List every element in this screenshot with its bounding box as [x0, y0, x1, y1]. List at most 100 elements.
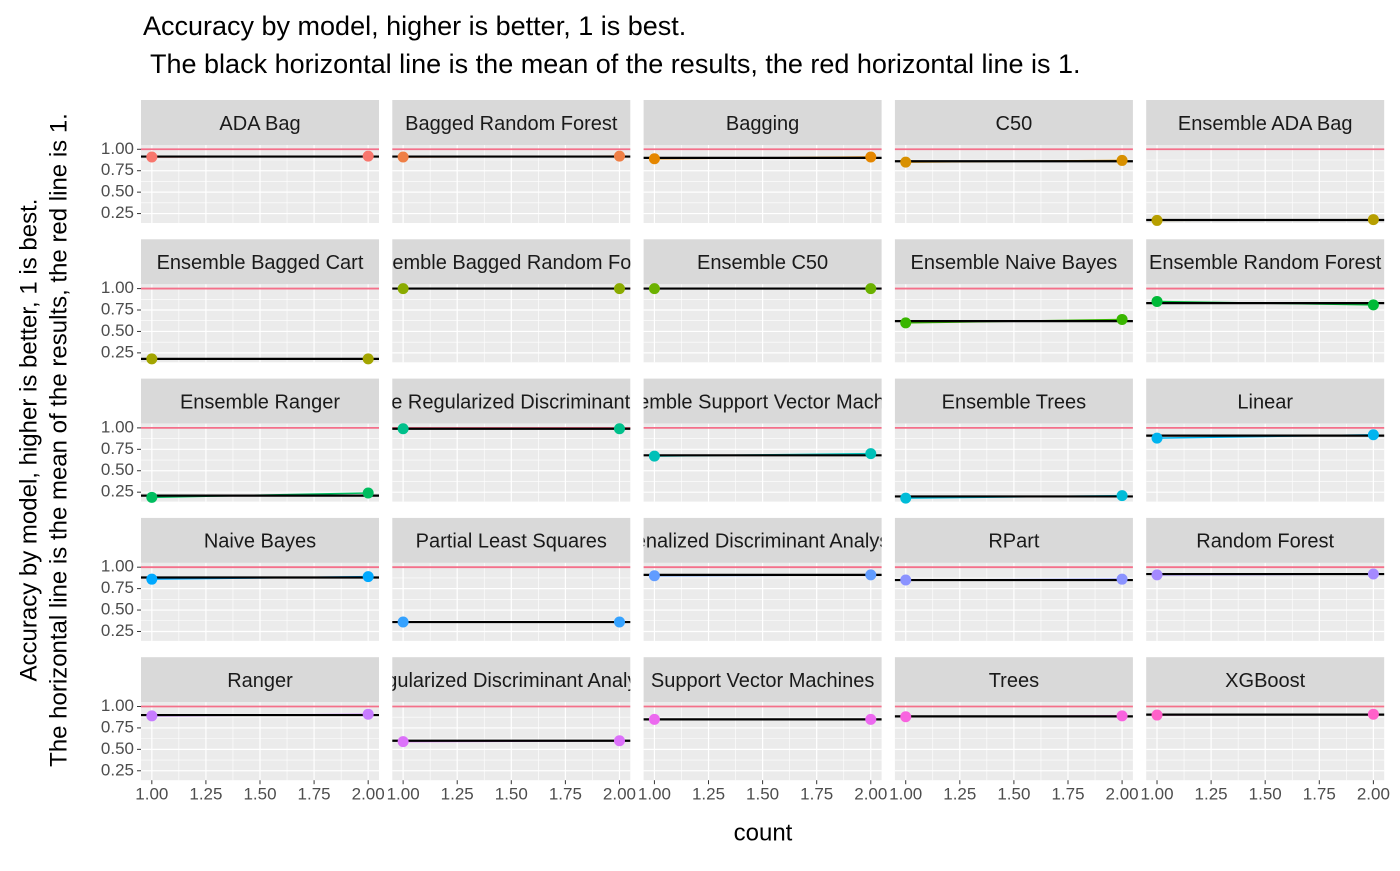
data-point: [900, 156, 912, 168]
y-tick-label: 0.50: [101, 460, 134, 479]
y-tick-label: 0.25: [101, 760, 134, 779]
x-tick-label: 1.00: [135, 785, 168, 804]
x-tick-label: 1.50: [746, 785, 779, 804]
y-tick-label: 1.00: [101, 557, 134, 576]
y-tick-label: 0.75: [101, 578, 134, 597]
x-tick-label: 1.00: [1140, 785, 1173, 804]
panel: Bagging: [643, 100, 882, 223]
y-axis-title: Accuracy by model, higher is better, 1 i…: [15, 199, 42, 682]
data-point: [1151, 709, 1163, 721]
strip-background: [643, 100, 882, 145]
x-tick-label: 1.75: [298, 785, 331, 804]
panel: Ensemble C50: [643, 239, 882, 363]
data-point: [648, 153, 660, 165]
strip-background: [1146, 657, 1385, 703]
data-point: [397, 736, 409, 748]
x-axis-title: count: [734, 819, 793, 846]
data-point: [1116, 710, 1128, 722]
data-point: [865, 151, 877, 163]
panel: Ensemble Trees: [894, 378, 1133, 504]
data-point: [648, 713, 660, 725]
data-point: [865, 283, 877, 295]
data-point: [397, 423, 409, 435]
y-tick-label: 0.25: [101, 621, 134, 640]
strip-background: [894, 517, 1133, 563]
strip-label: Ranger: [227, 670, 293, 692]
y-tick-label: 1.00: [101, 278, 134, 297]
strip-label: Ensemble Support Vector Machines: [604, 391, 922, 413]
strip-background: [1146, 100, 1385, 145]
data-point: [613, 735, 625, 747]
x-tick-label: 1.50: [997, 785, 1030, 804]
strip-label: Bagging: [726, 113, 799, 135]
y-tick-label: 0.50: [101, 600, 134, 619]
panel: Ensemble Regularized Discriminant Analys…: [313, 378, 709, 502]
data-point: [362, 708, 374, 720]
panel: Penalized Discriminant Analysis: [643, 517, 882, 641]
x-tick-label: 1.25: [692, 785, 725, 804]
panel: XGBoost 1.00 1.25 1.50 1.75 2.00: [1140, 657, 1390, 804]
data-point: [397, 151, 409, 163]
x-tick-label: 2.00: [1106, 785, 1139, 804]
strip-background: [643, 239, 882, 285]
panel: C50: [894, 100, 1133, 223]
panel: Ranger 0.25 0.50 0.75 1.00 1.00 1.25 1.50 1.75 2.…: [101, 657, 385, 804]
data-point: [865, 448, 877, 460]
data-point: [865, 569, 877, 581]
x-tick-label: 1.50: [495, 785, 528, 804]
strip-label: Ensemble Regularized Discriminant Analys…: [313, 391, 709, 413]
y-tick-label: 0.25: [101, 482, 134, 501]
y-tick-label: 0.75: [101, 439, 134, 458]
strip-label: Support Vector Machines: [651, 670, 874, 692]
data-point: [900, 317, 912, 329]
data-point: [865, 713, 877, 725]
y-tick-label: 0.75: [101, 299, 134, 318]
data-point: [1116, 313, 1128, 325]
strip-background: [1146, 517, 1385, 563]
data-point: [362, 150, 374, 162]
data-point: [397, 283, 409, 295]
x-tick-label: 1.75: [549, 785, 582, 804]
strip-label: XGBoost: [1225, 670, 1305, 692]
strip-background: [141, 239, 379, 285]
panel: Partial Least Squares: [392, 517, 631, 641]
panel: Ensemble Bagged Cart 0.25 0.50 0.75 1.00: [101, 239, 379, 365]
strip-background: [1146, 378, 1385, 424]
y-tick-label: 1.00: [101, 139, 134, 158]
x-tick-label: 1.75: [800, 785, 833, 804]
data-point: [900, 492, 912, 504]
data-point: [146, 151, 158, 163]
x-tick-label: 2.00: [1357, 785, 1390, 804]
strip-background: [392, 100, 631, 145]
strip-label: Ensemble Bagged Random Forest: [358, 252, 665, 274]
data-point: [613, 616, 625, 628]
data-point: [1367, 214, 1379, 226]
panel: Naive Bayes 0.25 0.50 0.75 1.00: [101, 517, 379, 641]
x-tick-label: 1.75: [1303, 785, 1336, 804]
data-point: [1367, 429, 1379, 441]
strip-label: Ensemble Random Forest: [1149, 252, 1382, 274]
x-tick-label: 1.00: [387, 785, 420, 804]
strip-label: Trees: [989, 670, 1039, 692]
data-point: [1367, 568, 1379, 580]
chart-title: The black horizontal line is the mean of…: [143, 49, 1081, 79]
strip-label: Ensemble Trees: [942, 391, 1087, 413]
strip-background: [643, 378, 882, 424]
y-tick-label: 0.50: [101, 321, 134, 340]
x-tick-label: 1.25: [943, 785, 976, 804]
strip-background: [392, 378, 631, 424]
x-tick-label: 1.25: [441, 785, 474, 804]
strip-label: Regularized Discriminant Analysis: [361, 670, 662, 692]
strip-background: [894, 100, 1133, 145]
strip-label: Ensemble Ranger: [180, 391, 340, 413]
strip-background: [141, 100, 379, 145]
x-tick-label: 2.00: [854, 785, 887, 804]
strip-label: Ensemble ADA Bag: [1178, 113, 1353, 135]
x-tick-label: 1.50: [243, 785, 276, 804]
panel: Random Forest: [1146, 517, 1385, 641]
x-tick-label: 2.00: [352, 785, 385, 804]
x-tick-label: 1.00: [638, 785, 671, 804]
panel: Ensemble ADA Bag: [1146, 100, 1385, 226]
strip-background: [643, 517, 882, 563]
